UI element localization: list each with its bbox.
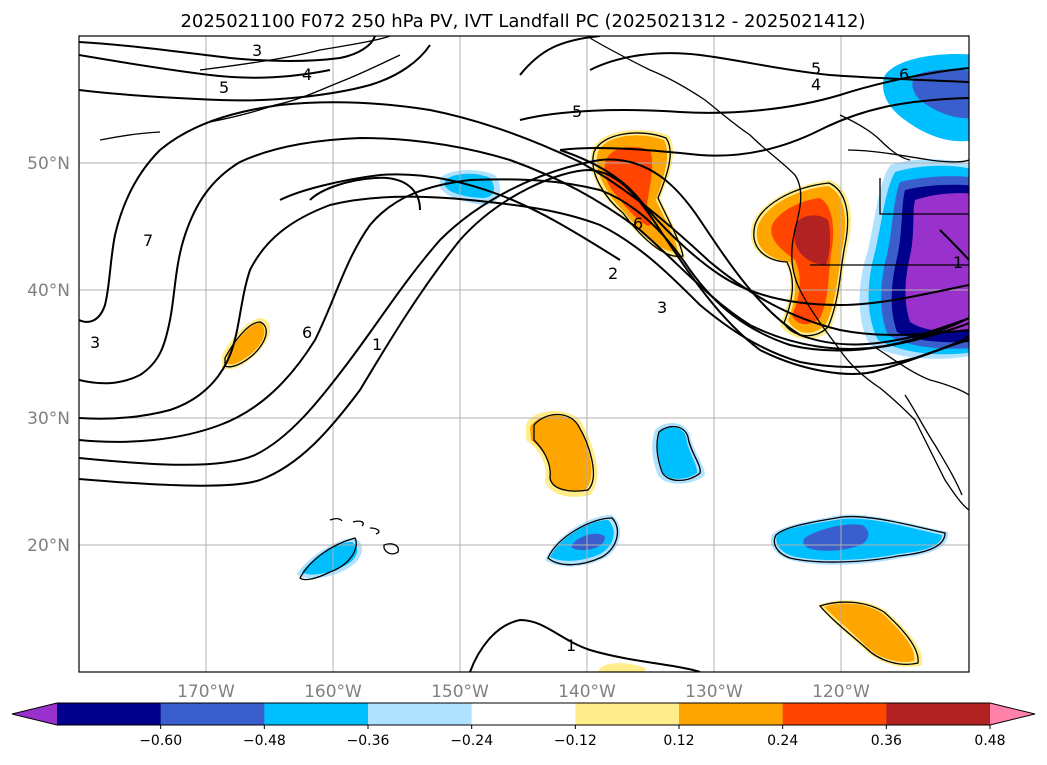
colorbar-tick-label: −0.36 — [347, 733, 390, 749]
contour-label: 3 — [90, 333, 100, 352]
lat-tick-label: 20°N — [27, 536, 70, 556]
colorbar-segment — [679, 703, 784, 725]
map-background — [79, 36, 969, 672]
colorbar-segment — [782, 703, 887, 725]
lon-tick-label: 140°W — [558, 682, 616, 702]
shade-positive-170-2 — [227, 323, 265, 365]
shade-positive-141-2 — [530, 415, 592, 492]
colorbar-segment — [886, 703, 991, 725]
colorbar-tick-label: 0.36 — [871, 733, 902, 749]
contour-label: 1 — [372, 335, 382, 354]
colorbar-segment — [264, 703, 369, 725]
colorbar-segment — [575, 703, 680, 725]
shade-negative-133-2 — [657, 427, 698, 479]
contour-label: 4 — [302, 65, 312, 84]
colorbar-segment — [160, 703, 265, 725]
colorbar-tick-label: 0.24 — [767, 733, 798, 749]
contour-label: 5 — [811, 59, 821, 78]
lon-tick-label: 130°W — [685, 682, 743, 702]
colorbar-extend-min — [12, 703, 57, 725]
contour-label: 3 — [657, 298, 667, 317]
lon-tick-label: 160°W — [304, 682, 362, 702]
colorbar-tick-label: −0.48 — [243, 733, 286, 749]
graticule — [79, 36, 969, 672]
colorbar-tick-label: −0.24 — [450, 733, 493, 749]
shade-negative-123-3 — [803, 524, 869, 551]
shade-positive-120-2 — [824, 603, 915, 662]
shade-positive-bottom — [598, 663, 645, 672]
colorbar-segment — [57, 703, 162, 725]
contour-label: 6 — [302, 323, 312, 342]
colorbar-segment — [471, 703, 576, 725]
contour-label: 4 — [811, 75, 821, 94]
contour-label: 3 — [252, 41, 262, 60]
lat-tick-label: 40°N — [27, 281, 70, 301]
colorbar: −0.60 −0.48 −0.36 −0.24 −0.12 0.12 0.24 0.36 0.4… — [11, 702, 1036, 749]
coastlines — [99, 36, 969, 665]
contour-label: 5 — [572, 102, 582, 121]
shade-negative-gb-5 — [905, 193, 969, 332]
lat-tick-label: 50°N — [27, 154, 70, 174]
pv-contours — [79, 36, 969, 672]
figure-title: 2025021100 F072 250 hPa PV, IVT Landfall… — [180, 11, 865, 32]
lon-tick-label: 150°W — [431, 682, 489, 702]
colorbar-extend-max — [990, 703, 1035, 725]
map-frame — [78, 35, 970, 673]
lon-tick-label: 120°W — [812, 682, 870, 702]
colorbar-tick-label: 0.48 — [974, 733, 1005, 749]
lat-axis: 50°N 40°N 30°N 20°N — [27, 154, 70, 556]
colorbar-tick-label: −0.60 — [139, 733, 182, 749]
contour-label: 1 — [566, 636, 576, 655]
contour-label: 5 — [219, 78, 229, 97]
shade-positive-ca-4 — [793, 215, 831, 265]
shade-negative-160-2 — [302, 542, 358, 575]
contour-labels: 3 4 5 7 6 3 1 5 2 3 6 5 4 6 1 1 — [90, 41, 963, 655]
lat-tick-label: 30°N — [27, 409, 70, 429]
lon-axis: 170°W 160°W 150°W 140°W 130°W 120°W — [177, 682, 870, 702]
contour-label: 6 — [899, 65, 909, 84]
lon-tick-label: 170°W — [177, 682, 235, 702]
contour-label: 1 — [953, 253, 963, 272]
colorbar-tick-label: 0.12 — [663, 733, 694, 749]
contour-label: 6 — [633, 214, 643, 233]
colorbar-outline — [11, 702, 1036, 726]
map-content: 3 4 5 7 6 3 1 5 2 3 6 5 4 6 1 1 — [79, 36, 969, 672]
shade-negative-140-3 — [571, 533, 605, 550]
colorbar-tick-label: −0.12 — [554, 733, 597, 749]
contour-label: 2 — [608, 264, 618, 283]
contour-label: 7 — [143, 231, 153, 250]
colorbar-segment — [368, 703, 473, 725]
